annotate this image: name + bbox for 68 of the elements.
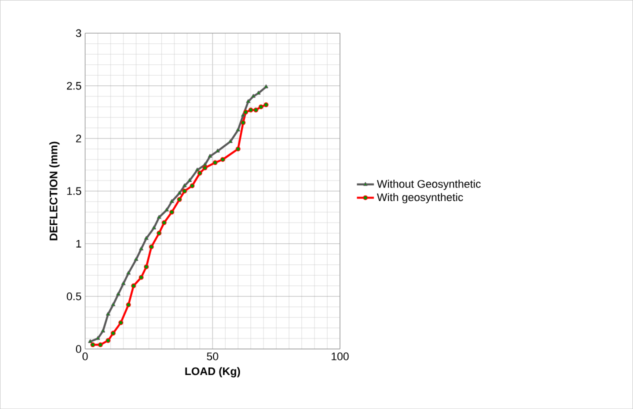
point	[220, 157, 226, 162]
y-tick-label: 2	[76, 134, 82, 142]
x-tick-label: 50	[206, 352, 218, 360]
point	[144, 264, 149, 270]
point	[162, 220, 167, 225]
point	[256, 90, 261, 95]
point	[131, 283, 136, 288]
point	[251, 94, 256, 98]
point	[188, 178, 192, 182]
point	[164, 208, 169, 212]
legend-label: Without Geosynthetic	[376, 180, 481, 190]
point	[121, 281, 126, 286]
point	[126, 270, 131, 275]
y-tick-label: 2.5	[66, 82, 82, 90]
point	[208, 154, 212, 158]
point	[110, 330, 116, 336]
point	[116, 292, 120, 296]
point	[197, 170, 202, 176]
point	[264, 84, 268, 88]
point	[246, 99, 250, 103]
point	[241, 112, 246, 117]
point	[139, 246, 144, 250]
point	[100, 328, 106, 332]
point	[106, 312, 110, 316]
point	[98, 342, 103, 348]
point	[118, 320, 124, 325]
point	[126, 302, 131, 308]
y-tick-label: 1.5	[67, 187, 82, 195]
point	[149, 244, 154, 250]
point	[88, 339, 92, 343]
point	[264, 102, 268, 108]
y-tick-label: 1	[76, 240, 82, 248]
point	[195, 168, 200, 172]
x-tick-label: 100	[332, 352, 349, 360]
point	[90, 342, 96, 348]
point	[202, 165, 208, 170]
y-axis-title: DEFLECTION (mm)	[49, 142, 60, 240]
point	[156, 214, 162, 219]
point	[243, 110, 248, 114]
point	[170, 199, 174, 203]
point	[106, 338, 110, 343]
point	[134, 257, 138, 261]
point	[248, 108, 254, 112]
point	[216, 148, 220, 152]
point	[138, 274, 144, 280]
y-tick-label: 0.5	[66, 292, 82, 300]
point	[236, 146, 240, 152]
point	[144, 236, 148, 240]
point	[258, 104, 264, 110]
point	[156, 230, 162, 236]
legend-label: With geosynthetic	[376, 193, 464, 204]
x-tick-label: 0	[82, 352, 88, 360]
x-axis-title: LOAD (Kg)	[185, 367, 240, 378]
point	[254, 108, 258, 112]
point	[182, 188, 187, 194]
point	[177, 190, 182, 195]
point	[236, 128, 240, 132]
point	[212, 160, 218, 165]
y-tick-label: 3	[76, 29, 82, 37]
point	[228, 139, 233, 143]
point	[111, 302, 116, 306]
point	[190, 183, 195, 188]
point	[169, 210, 174, 214]
y-tick-label: 0	[76, 345, 82, 353]
point	[182, 183, 187, 188]
point	[240, 120, 246, 125]
point	[152, 225, 156, 230]
point	[177, 197, 182, 202]
